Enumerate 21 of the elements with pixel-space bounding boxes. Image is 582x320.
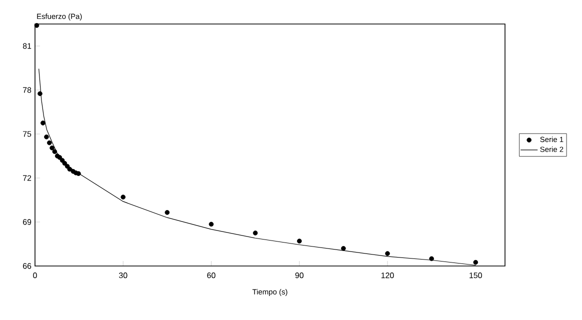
point: [50, 146, 54, 150]
point: [473, 260, 478, 265]
point: [164, 210, 170, 215]
point: [67, 166, 72, 172]
point: [40, 120, 46, 126]
point: [34, 23, 40, 28]
point: [46, 140, 52, 146]
point: [38, 91, 42, 96]
point: [52, 149, 58, 154]
point: [208, 222, 214, 227]
point: [385, 251, 390, 256]
point: [62, 160, 68, 166]
point: [341, 246, 346, 251]
point: [44, 134, 49, 140]
point: [120, 194, 126, 200]
point: [76, 171, 81, 176]
point: [429, 256, 434, 262]
point: [60, 158, 65, 163]
point: [57, 155, 62, 160]
point: [296, 238, 302, 244]
point: [252, 230, 258, 236]
